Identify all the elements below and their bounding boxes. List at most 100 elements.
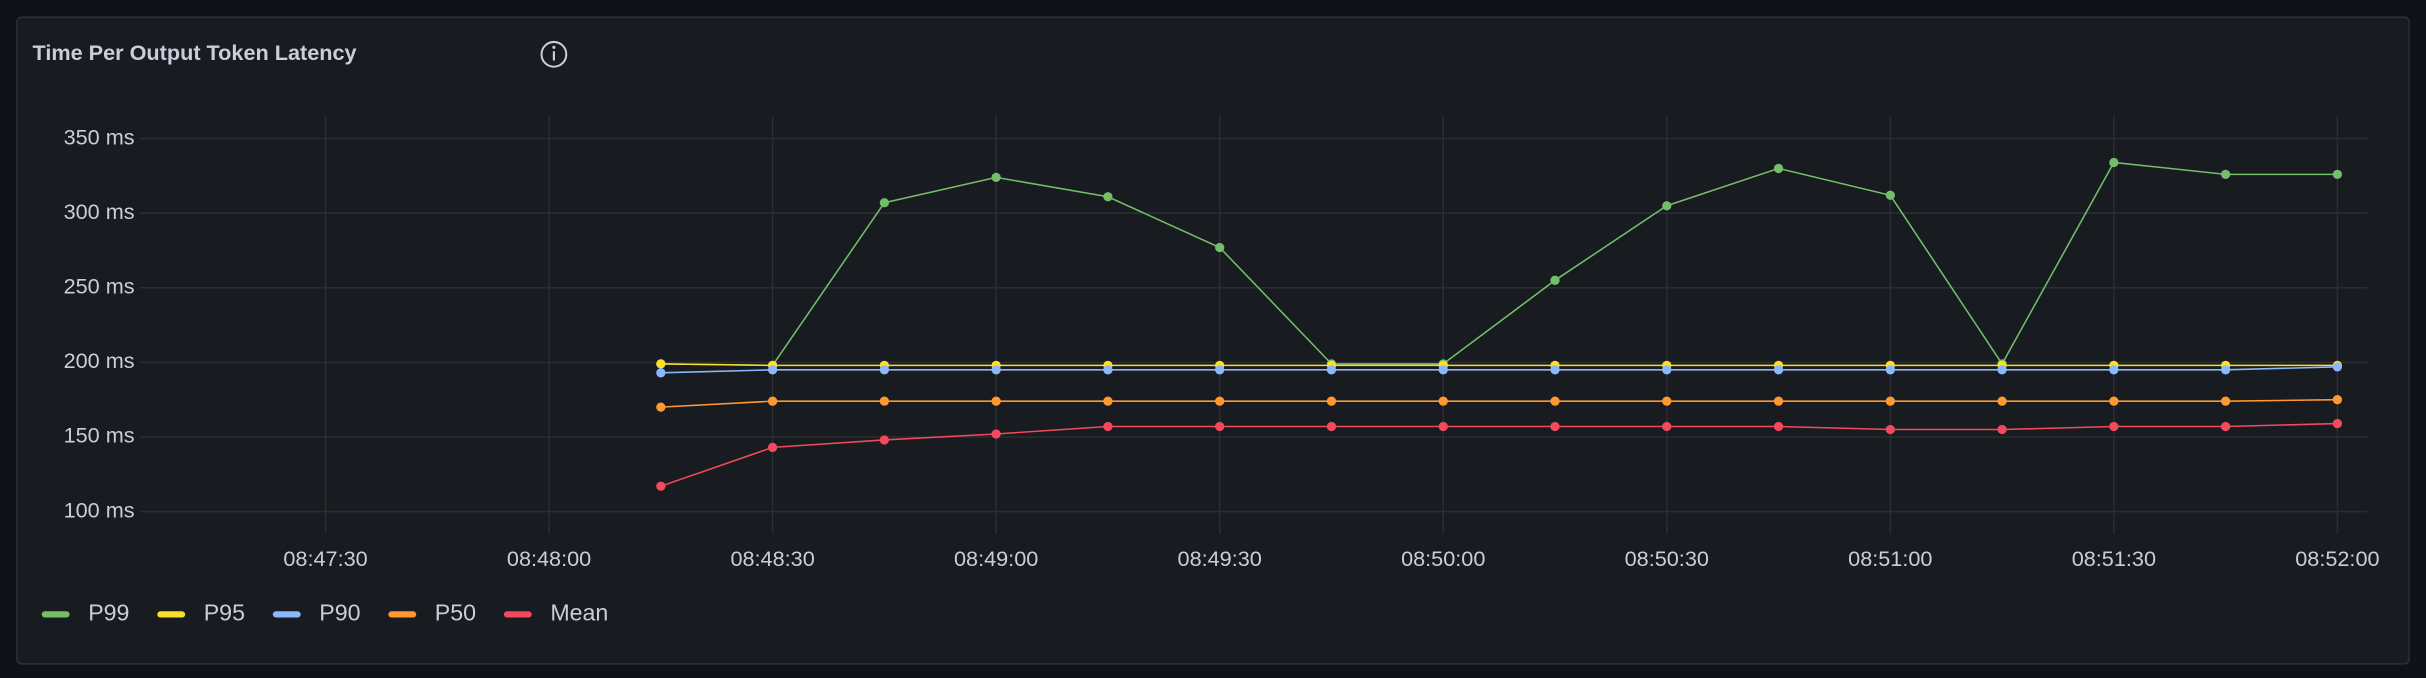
data-point — [2332, 169, 2343, 180]
legend-item[interactable]: P95 — [157, 600, 245, 626]
legend-item[interactable]: P90 — [272, 600, 361, 626]
series-line — [660, 161, 2338, 367]
x-tick-label: 08:49:30 — [1178, 546, 1262, 571]
data-point — [1885, 190, 1895, 200]
data-point — [767, 442, 778, 453]
data-point — [1326, 421, 1337, 432]
info-icon[interactable] — [540, 40, 568, 68]
x-tick-label: 08:50:00 — [1401, 546, 1485, 571]
data-point — [1215, 421, 1225, 432]
data-point — [1773, 421, 1784, 432]
x-tick-label: 08:48:00 — [507, 546, 591, 571]
data-point — [1438, 421, 1448, 432]
legend-swatch — [41, 611, 70, 618]
data-point — [1885, 396, 1895, 406]
series-line — [660, 366, 2338, 374]
panel-frame — [16, 16, 2410, 665]
x-tick-label: 08:51:30 — [2072, 546, 2156, 571]
x-tick-label: 08:52:00 — [2295, 546, 2379, 571]
data-point — [1550, 421, 1560, 432]
data-point — [1773, 163, 1784, 174]
data-point — [1773, 396, 1784, 406]
data-point — [1103, 396, 1113, 406]
legend-swatch — [503, 611, 532, 618]
data-point — [1438, 396, 1448, 406]
data-point — [2332, 418, 2343, 429]
data-point — [656, 402, 666, 412]
legend-label: P50 — [435, 600, 476, 626]
data-point — [1773, 365, 1784, 375]
legend-swatch — [272, 611, 301, 618]
data-point — [656, 359, 666, 369]
data-point — [1215, 396, 1225, 406]
x-tick-label: 08:47:30 — [283, 546, 367, 571]
data-point — [1885, 424, 1895, 435]
data-point — [2332, 362, 2343, 372]
data-point — [1550, 365, 1560, 375]
data-point — [1215, 242, 1225, 253]
x-tick-label: 08:51:00 — [1848, 546, 1932, 571]
data-point — [2220, 169, 2231, 180]
data-point — [879, 198, 890, 208]
y-tick-label: 350 ms — [64, 124, 135, 149]
legend-item[interactable]: P50 — [388, 600, 476, 626]
data-point — [1662, 365, 1672, 375]
data-point — [656, 368, 666, 378]
data-point — [879, 435, 890, 445]
data-point — [767, 365, 778, 375]
data-point — [656, 481, 666, 491]
y-tick-label: 150 ms — [64, 423, 135, 448]
legend-item[interactable]: Mean — [503, 600, 608, 626]
data-point — [879, 396, 890, 406]
data-point — [2109, 421, 2119, 432]
data-point — [1326, 365, 1337, 375]
data-point — [2109, 157, 2119, 168]
legend-swatch — [157, 611, 186, 618]
legend-label: Mean — [550, 600, 608, 626]
legend-item[interactable]: P99 — [41, 600, 130, 626]
y-tick-label: 300 ms — [64, 199, 135, 224]
data-point — [991, 429, 1001, 439]
series-line — [660, 422, 2338, 487]
data-point — [767, 396, 778, 406]
data-point — [1550, 396, 1560, 406]
data-point — [991, 172, 1001, 183]
legend-label: P99 — [88, 600, 129, 626]
data-point — [991, 365, 1001, 375]
data-point — [2332, 395, 2343, 405]
y-tick-label: 100 ms — [64, 497, 135, 522]
data-point — [1662, 201, 1672, 211]
legend-swatch — [388, 611, 417, 618]
y-tick-label: 250 ms — [64, 273, 135, 298]
data-point — [991, 396, 1001, 406]
data-point — [1662, 396, 1672, 406]
data-point — [1215, 365, 1225, 375]
data-point — [1438, 365, 1448, 375]
data-point — [1997, 424, 2007, 435]
x-tick-label: 08:49:00 — [954, 546, 1038, 571]
data-point — [1885, 365, 1895, 375]
data-point — [1997, 365, 2007, 375]
data-point — [1103, 365, 1113, 375]
data-point — [2220, 421, 2231, 432]
data-point — [2220, 365, 2231, 375]
legend-label: P90 — [319, 600, 360, 626]
data-point — [1326, 396, 1337, 406]
panel-title: Time Per Output Token Latency — [32, 40, 356, 65]
data-point — [2109, 396, 2119, 406]
data-point — [2109, 365, 2119, 375]
data-point — [1662, 421, 1672, 432]
data-point — [879, 365, 890, 375]
data-point — [1103, 421, 1113, 432]
data-point — [1550, 275, 1560, 285]
series-line — [660, 363, 2338, 367]
y-tick-label: 200 ms — [64, 348, 135, 373]
data-point — [1997, 396, 2007, 406]
x-tick-label: 08:48:30 — [730, 546, 814, 571]
x-tick-label: 08:50:30 — [1625, 546, 1709, 571]
legend-label: P95 — [204, 600, 245, 626]
data-point — [2220, 396, 2231, 406]
series-line — [660, 398, 2338, 408]
